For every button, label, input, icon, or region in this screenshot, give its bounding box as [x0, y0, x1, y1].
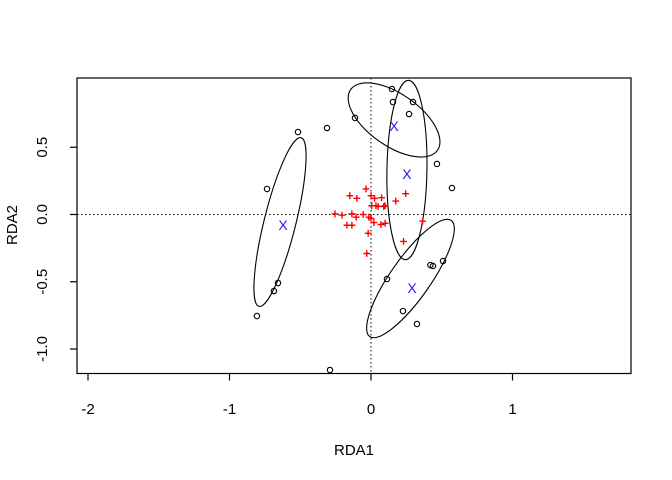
confidence-ellipse-left — [253, 137, 307, 308]
species-point — [374, 203, 382, 210]
site-point — [389, 98, 397, 106]
centroid-x-mark: X — [278, 217, 288, 233]
species-point — [381, 202, 389, 210]
site-point — [270, 287, 278, 295]
species-point — [348, 221, 356, 229]
site-point — [326, 366, 334, 374]
site-point — [433, 160, 441, 168]
site-point — [448, 184, 456, 192]
centroid-x-mark: X — [389, 118, 399, 134]
centroid-x-mark: X — [402, 166, 412, 182]
x-tick-label: 1 — [508, 401, 516, 418]
x-tick-label: 0 — [367, 401, 375, 418]
site-point — [427, 261, 434, 269]
confidence-ellipse-bottom-right — [366, 218, 455, 339]
species-point — [346, 192, 354, 200]
plot-border — [76, 77, 632, 375]
species-point — [367, 192, 375, 200]
y-tick-label: -1.0 — [34, 336, 51, 362]
species-point — [331, 210, 339, 218]
x-tick-label: -1 — [223, 401, 236, 418]
species-point — [370, 219, 378, 226]
site-point — [388, 85, 396, 93]
species-point — [352, 213, 360, 221]
species-point — [368, 202, 376, 210]
species-point — [419, 217, 427, 225]
site-point — [323, 124, 331, 132]
species-point — [400, 238, 407, 245]
species-point — [338, 211, 346, 219]
species-point — [381, 219, 389, 227]
confidence-ellipse-middle — [386, 79, 428, 261]
species-point — [363, 250, 371, 257]
species-point — [348, 210, 356, 218]
species-point — [362, 185, 370, 193]
species-point — [364, 229, 372, 237]
site-point — [351, 114, 359, 122]
site-point — [263, 185, 271, 193]
site-point — [274, 279, 282, 287]
site-point — [409, 98, 417, 106]
x-axis-title: RDA1 — [334, 442, 374, 459]
species-point — [353, 194, 361, 202]
site-point — [413, 320, 421, 328]
plot-area: X X X X -2 -1 0 1 -1.0 -0.5 0.0 0.5 — [34, 77, 632, 418]
site-point — [405, 110, 413, 118]
species-point — [392, 197, 400, 205]
confidence-ellipse-top — [347, 82, 441, 158]
species-point — [377, 221, 385, 228]
site-point — [399, 307, 407, 315]
site-point — [383, 275, 391, 283]
site-point — [294, 128, 302, 136]
species-point — [367, 215, 375, 222]
centroid-x-mark: X — [407, 280, 417, 296]
species-point — [378, 194, 386, 202]
species-point — [371, 194, 378, 202]
species-point — [359, 211, 367, 218]
y-tick-label: -0.5 — [34, 269, 51, 295]
x-tick-label: -2 — [81, 401, 94, 418]
site-point — [439, 257, 447, 265]
site-point — [253, 312, 261, 320]
species-point — [402, 190, 410, 198]
y-tick-label: 0.5 — [34, 137, 51, 158]
y-axis-title: RDA2 — [4, 205, 21, 245]
y-tick-label: 0.0 — [34, 204, 51, 225]
